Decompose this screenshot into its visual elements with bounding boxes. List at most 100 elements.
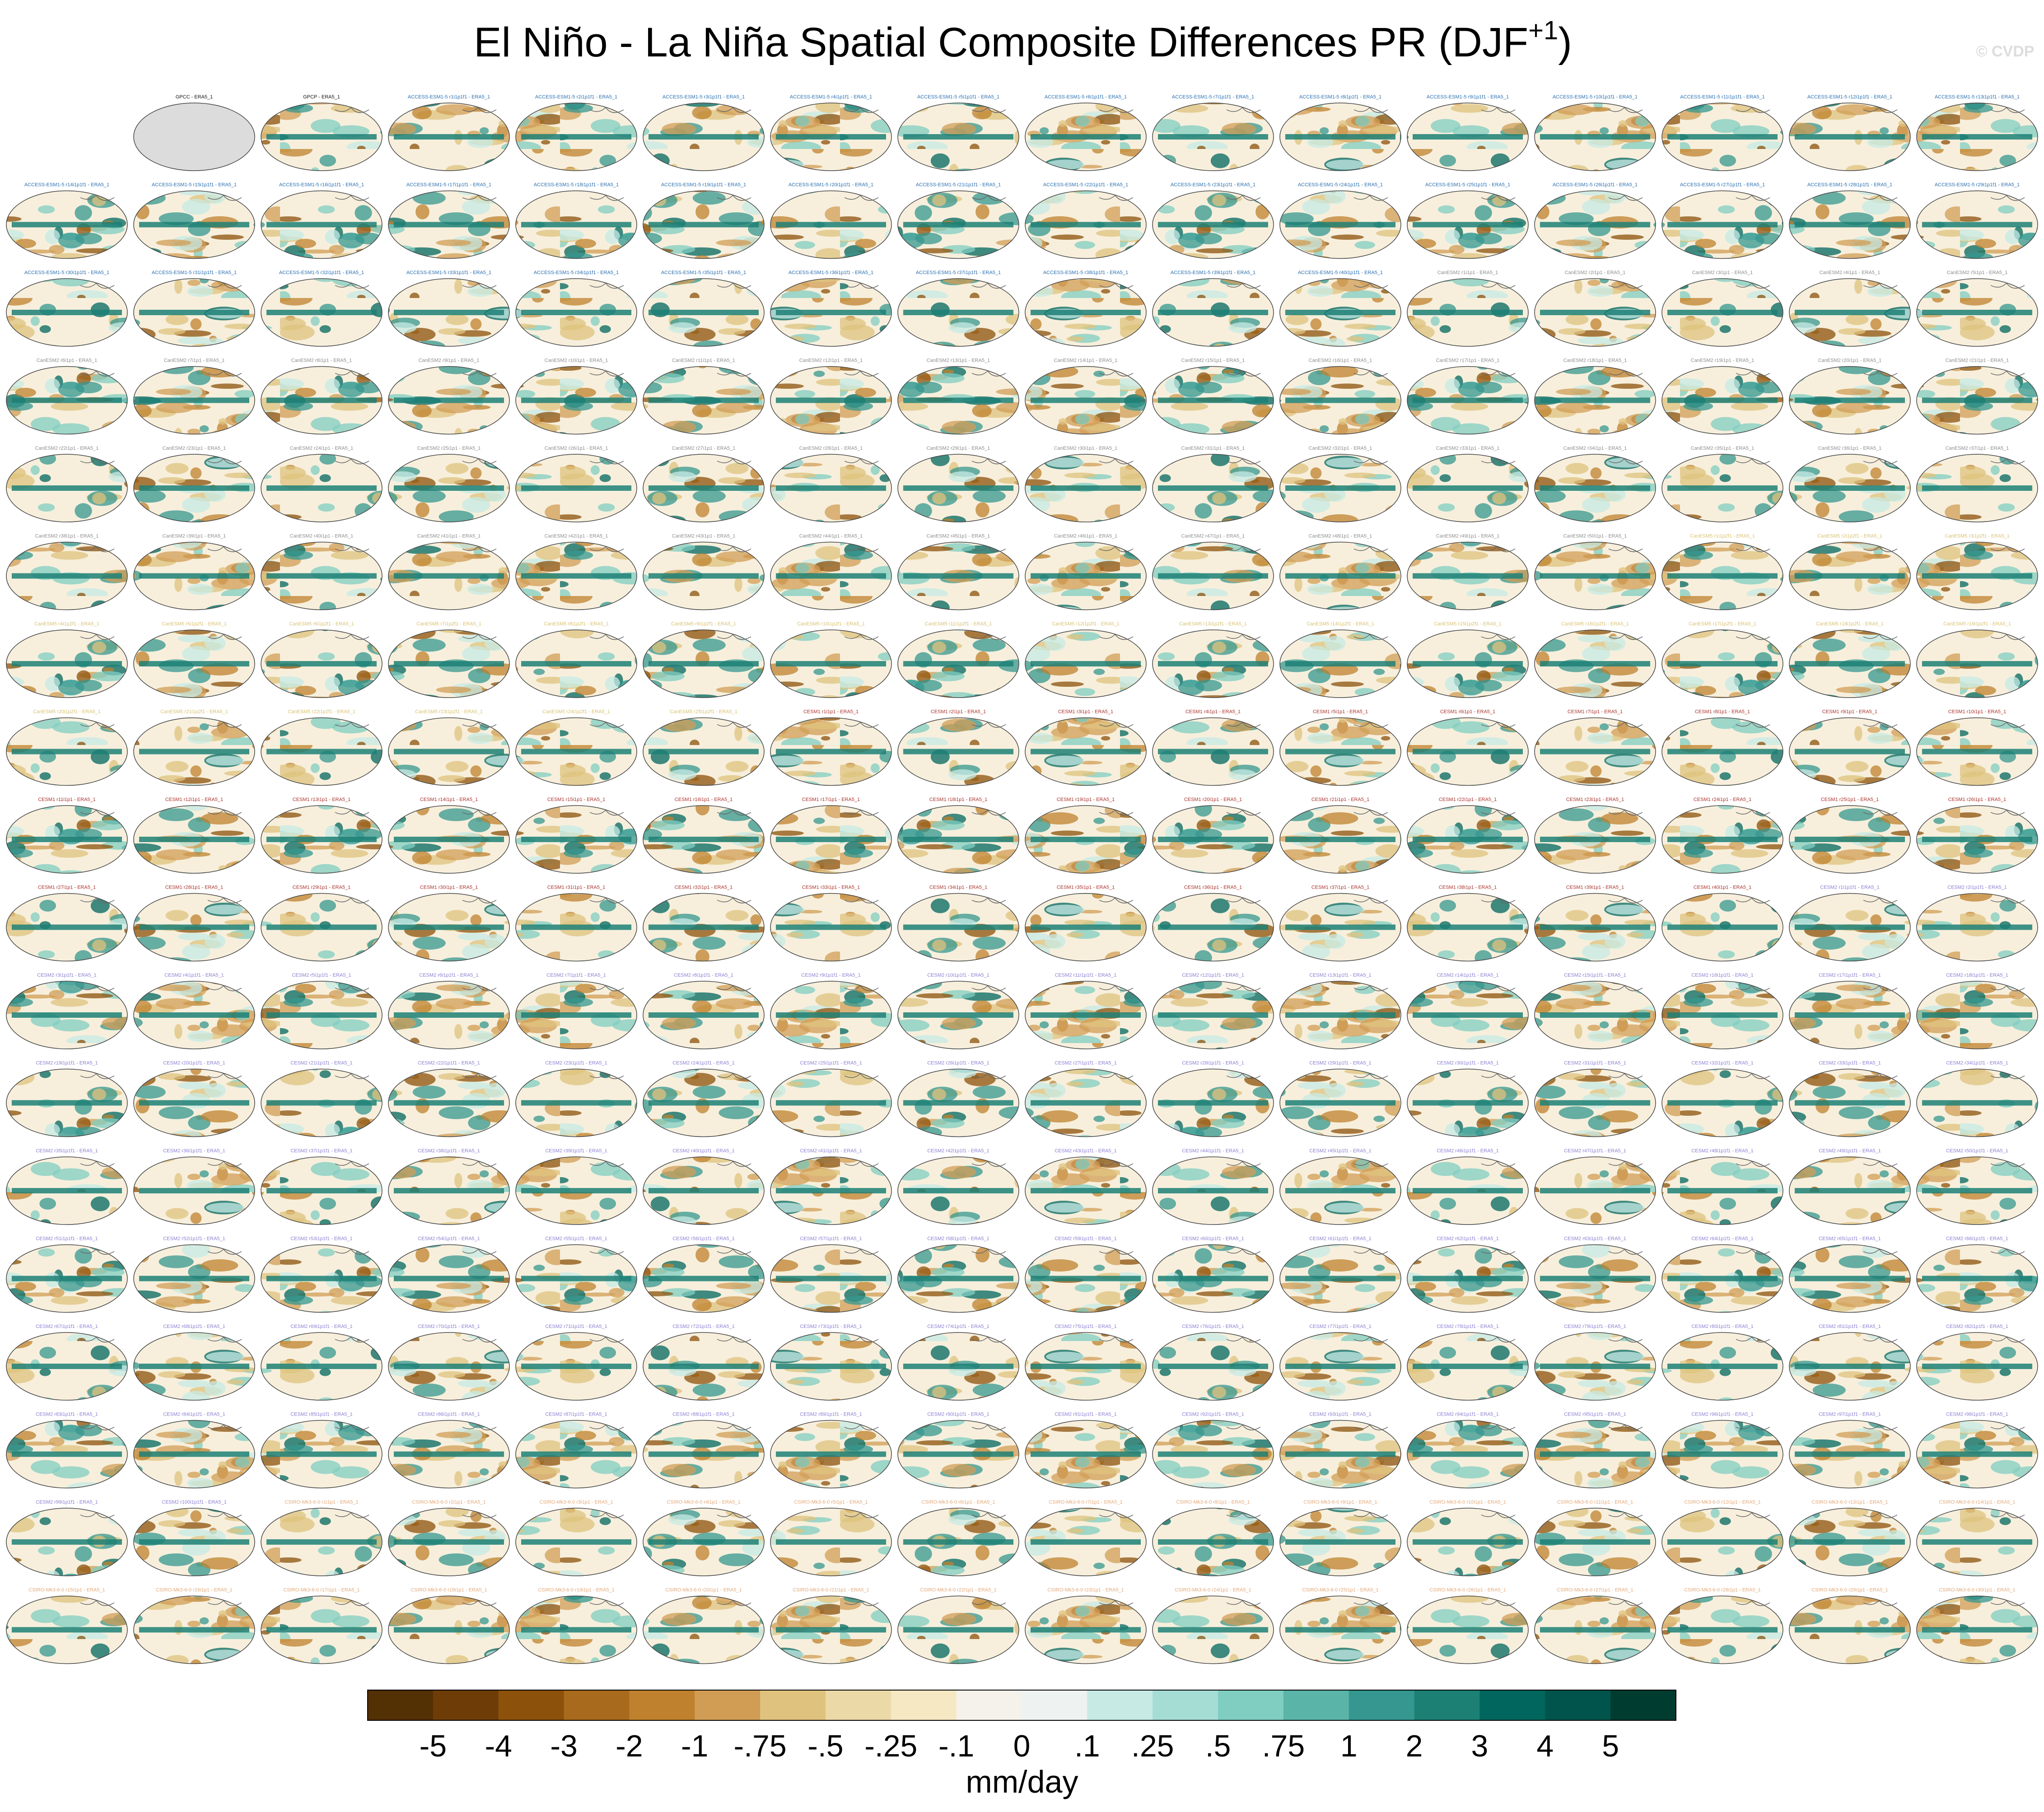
map-panel: CESM1 r16i1p1 - ERA5_1 — [643, 797, 765, 874]
coastline — [1863, 1248, 1898, 1255]
coastline — [335, 195, 369, 201]
equator-band — [139, 1627, 249, 1633]
equator-band — [521, 573, 631, 579]
coastline — [1353, 1073, 1388, 1079]
coastline — [1990, 1336, 2025, 1343]
coastline — [844, 458, 879, 465]
panel-title: ACCESS-ESM1-5 r36i1p1f1 - ERA5_1 — [789, 270, 873, 275]
panel-title: CSIRO-Mk3-6-0 r23i1p1 - ERA5_1 — [1047, 1588, 1124, 1593]
equator-band — [903, 661, 1013, 666]
panel-title: CanESM5 r23i1p2f1 - ERA5_1 — [415, 709, 483, 715]
equator-band — [266, 1627, 377, 1633]
coastline — [589, 195, 624, 201]
coastline — [1863, 1424, 1898, 1430]
equator-band — [1031, 661, 1141, 666]
panel-title: CESM2 r6i1p1f1 - ERA5_1 — [419, 973, 478, 978]
panel-title: ACCESS-ESM1-5 r7i1p1f1 - ERA5_1 — [1172, 94, 1254, 100]
coastline — [80, 370, 115, 377]
coastline — [1353, 1160, 1388, 1167]
coastline — [1990, 370, 2025, 377]
coastline — [1608, 107, 1643, 113]
panel-title: CESM1 r4i1p1 - ERA5_1 — [1185, 709, 1241, 715]
panel-title: CanESM2 r23i1p1 - ERA5_1 — [163, 446, 226, 451]
panel-title: CESM2 r91i1p1f1 - ERA5_1 — [1055, 1412, 1117, 1417]
equator-band — [521, 1012, 631, 1018]
coastline — [1481, 1512, 1516, 1519]
equator-band — [139, 397, 249, 403]
coastline — [1481, 1336, 1516, 1343]
map-panel: CSIRO-Mk3-6-0 r11i1p1 - ERA5_1 — [1534, 1500, 1656, 1576]
map-panel: ACCESS-ESM1-5 r16i1p1f1 - ERA5_1 — [261, 182, 383, 259]
equator-band — [12, 749, 122, 755]
map-panel: CanESM2 r38i1p1 - ERA5_1 — [6, 534, 128, 610]
coastline — [80, 1160, 115, 1167]
map-panel: CESM2 r7i1p1f1 - ERA5_1 — [515, 973, 637, 1049]
coastline — [1608, 195, 1643, 201]
map-panel: CSIRO-Mk3-6-0 r30i1p1 - ERA5_1 — [1916, 1588, 2038, 1664]
panel-title: CESM2 r7i1p1f1 - ERA5_1 — [546, 973, 606, 978]
panel-title: CESM1 r25i1p1 - ERA5_1 — [1821, 797, 1879, 802]
equator-band — [903, 485, 1013, 491]
map-panel: CESM2 r4i1p1f1 - ERA5_1 — [133, 973, 255, 1049]
panel-title: CESM2 r68i1p1f1 - ERA5_1 — [163, 1324, 225, 1329]
equator-band — [1285, 485, 1395, 491]
coastline — [1990, 1512, 2025, 1519]
colorbar-tick-label: .25 — [1131, 1729, 1174, 1763]
coastline — [1099, 634, 1134, 640]
panel-title: CESM1 r37i1p1 - ERA5_1 — [1311, 885, 1369, 890]
panel-title: CanESM5 r16i1p2f1 - ERA5_1 — [1561, 621, 1629, 627]
colorbar-box — [368, 1690, 434, 1720]
equator-band — [1158, 573, 1268, 579]
panel-title: ACCESS-ESM1-5 r24i1p1f1 - ERA5_1 — [1298, 182, 1383, 188]
equator-band — [1285, 134, 1395, 140]
coastline — [1736, 897, 1770, 904]
equator-band — [1285, 222, 1395, 228]
panel-title: CESM2 r13i1p1f1 - ERA5_1 — [1309, 973, 1372, 978]
title-close: ) — [1558, 19, 1572, 65]
colorbar-tick-label: 0 — [1013, 1729, 1031, 1763]
map-panel: ACCESS-ESM1-5 r21i1p1f1 - ERA5_1 — [897, 182, 1019, 259]
equator-band — [1158, 1100, 1268, 1106]
panel-title: CESM2 r47i1p1f1 - ERA5_1 — [1564, 1148, 1626, 1154]
equator-band — [1795, 222, 1905, 228]
equator-band — [1158, 310, 1268, 315]
panel-title: CSIRO-Mk3-6-0 r2i1p1 - ERA5_1 — [412, 1500, 485, 1505]
map-panel: CanESM5 r13i1p2f1 - ERA5_1 — [1152, 621, 1274, 698]
panel-title: CanESM5 r1i1p2f1 - ERA5_1 — [1690, 534, 1755, 539]
equator-band — [1158, 1012, 1268, 1018]
coastline — [1608, 634, 1643, 640]
map-panel: CESM1 r22i1p1 - ERA5_1 — [1407, 797, 1529, 874]
equator-band — [394, 397, 504, 403]
equator-band — [1413, 749, 1523, 755]
equator-band — [649, 1539, 759, 1545]
coastline — [1990, 985, 2025, 992]
equator-band — [139, 924, 249, 930]
equator-band — [1667, 1627, 1778, 1633]
map-panel: CanESM2 r16i1p1 - ERA5_1 — [1279, 358, 1401, 435]
equator-band — [1795, 1539, 1905, 1545]
equator-band — [1031, 222, 1141, 228]
panel-title: CESM2 r18i1p1f1 - ERA5_1 — [1946, 973, 2008, 978]
equator-band — [139, 1539, 249, 1545]
map-panel: CESM2 r47i1p1f1 - ERA5_1 — [1534, 1148, 1656, 1225]
panel-title: ACCESS-ESM1-5 r17i1p1f1 - ERA5_1 — [406, 182, 491, 188]
panel-title: ACCESS-ESM1-5 r20i1p1f1 - ERA5_1 — [789, 182, 873, 188]
coastline — [1990, 1600, 2025, 1606]
map-panel: CESM2 r6i1p1f1 - ERA5_1 — [388, 973, 510, 1049]
colorbar-box — [629, 1690, 695, 1720]
colorbar-tick-label: 2 — [1406, 1729, 1423, 1763]
coastline — [717, 1512, 751, 1519]
equator-band — [1413, 1539, 1523, 1545]
coastline — [1226, 1336, 1261, 1343]
panel-title: CESM2 r40i1p1f1 - ERA5_1 — [672, 1148, 735, 1154]
map-panel: CESM1 r13i1p1 - ERA5_1 — [261, 797, 383, 874]
panel-title: CanESM2 r29i1p1 - ERA5_1 — [927, 446, 990, 451]
panel-title: CESM2 r80i1p1f1 - ERA5_1 — [1691, 1324, 1754, 1329]
equator-band — [1922, 1100, 2032, 1106]
coastline — [1353, 107, 1388, 113]
map-panel: CESM2 r53i1p1f1 - ERA5_1 — [261, 1236, 383, 1313]
map-panel: CESM1 r3i1p1 - ERA5_1 — [1025, 709, 1147, 786]
map-panel: CESM1 r24i1p1 - ERA5_1 — [1661, 797, 1783, 874]
equator-band — [1158, 485, 1268, 491]
map-panel: CESM1 r30i1p1 - ERA5_1 — [388, 885, 510, 962]
